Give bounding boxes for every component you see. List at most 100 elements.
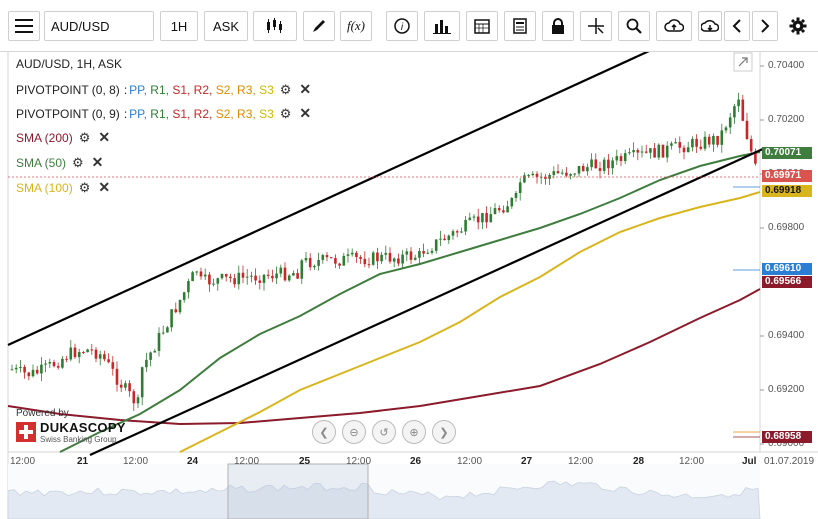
- close-icon[interactable]: ✕: [299, 81, 312, 97]
- pivot-levels: PP, R1, S1, R2, S2, R3, S3: [129, 83, 274, 97]
- volume-button[interactable]: [424, 11, 460, 41]
- chevron-left-icon: ❮: [319, 426, 329, 439]
- candle-body: [636, 150, 640, 153]
- chevron-right-icon: [761, 19, 770, 33]
- candle-body: [103, 354, 106, 360]
- time-tick-label: 21: [77, 456, 89, 467]
- calendar-button[interactable]: [466, 11, 498, 41]
- candle-body: [216, 278, 220, 284]
- scroll-right-button[interactable]: [752, 11, 778, 41]
- time-tick-label: 12:00: [679, 456, 705, 467]
- candle-body: [401, 254, 404, 264]
- close-icon[interactable]: ✕: [91, 154, 104, 170]
- pan-right-button[interactable]: ❯: [432, 420, 456, 444]
- candle-body: [665, 145, 669, 158]
- pan-left-button[interactable]: ❮: [312, 420, 336, 444]
- candle-body: [724, 127, 728, 131]
- sma-200-legend: SMA (200) ⚙ ✕: [16, 129, 110, 146]
- candle-body: [598, 168, 602, 171]
- candle-body: [187, 281, 190, 293]
- candle-body: [69, 347, 73, 360]
- scroll-left-button[interactable]: [724, 11, 750, 41]
- price-side-selector[interactable]: ASK: [204, 11, 248, 41]
- candle-body: [712, 135, 715, 145]
- candle-body: [317, 259, 320, 266]
- close-icon[interactable]: ✕: [98, 179, 111, 195]
- candle-body: [443, 238, 446, 241]
- candle-body: [590, 159, 593, 168]
- candle-body: [27, 372, 31, 377]
- gear-icon[interactable]: ⚙: [78, 129, 91, 145]
- candle-body: [682, 147, 686, 153]
- crosshair-button[interactable]: [580, 11, 612, 41]
- zoom-in-button[interactable]: ⊕: [402, 420, 426, 444]
- candlestick-icon: [267, 18, 282, 33]
- time-tick-label: 12:00: [234, 456, 260, 467]
- reset-icon: ↺: [379, 426, 389, 439]
- candle-body: [384, 252, 388, 255]
- candle-body: [464, 219, 467, 232]
- gear-icon[interactable]: ⚙: [279, 105, 292, 121]
- draw-button[interactable]: [303, 11, 335, 41]
- navigator-panel[interactable]: [7, 463, 761, 519]
- channel-upper-line[interactable]: [7, 52, 660, 346]
- chart-type-button[interactable]: [253, 11, 297, 41]
- candle-body: [502, 210, 505, 213]
- candle-body: [497, 208, 501, 211]
- pivot-level-s2: S2,: [215, 82, 238, 97]
- reset-zoom-button[interactable]: ↺: [372, 420, 396, 444]
- chevron-right-icon: ❯: [439, 426, 449, 439]
- price-chart[interactable]: [0, 52, 818, 519]
- save-cloud-button[interactable]: [656, 11, 692, 41]
- channel-lower-line[interactable]: [89, 146, 766, 457]
- candle-body: [52, 362, 56, 367]
- candle-body: [628, 152, 631, 154]
- candle-body: [565, 172, 568, 176]
- candle-body: [350, 252, 354, 255]
- candle-body: [287, 275, 291, 281]
- pivot-level-r3: R3,: [237, 82, 260, 97]
- candle-body: [523, 175, 526, 183]
- price-tick-label: 0.69400: [768, 330, 805, 341]
- settings-button[interactable]: [784, 11, 812, 41]
- expand-icon[interactable]: [733, 52, 753, 72]
- candle-body: [544, 176, 547, 179]
- pivot-level-s1: S1,: [172, 82, 194, 97]
- candle-body: [514, 192, 518, 198]
- candlestick-series: [10, 92, 757, 411]
- candle-body: [388, 252, 392, 262]
- navigator-window[interactable]: [227, 463, 369, 519]
- close-icon[interactable]: ✕: [299, 105, 312, 121]
- close-icon[interactable]: ✕: [98, 129, 111, 145]
- candle-body: [409, 251, 413, 260]
- chevron-left-icon: [732, 19, 741, 33]
- function-button[interactable]: f(x): [340, 11, 372, 41]
- gear-icon[interactable]: ⚙: [279, 81, 292, 97]
- lock-button[interactable]: [542, 11, 574, 41]
- candle-body: [649, 148, 652, 153]
- candle-body: [292, 273, 295, 276]
- candle-body: [615, 156, 619, 161]
- candle-body: [745, 120, 749, 140]
- menu-button[interactable]: [8, 11, 40, 41]
- candle-body: [346, 254, 350, 256]
- gear-icon[interactable]: ⚙: [72, 154, 84, 170]
- price-tag: 0.69918: [762, 185, 812, 197]
- gear-icon[interactable]: ⚙: [78, 179, 91, 195]
- candle-body: [342, 255, 346, 266]
- info-button[interactable]: i: [386, 11, 418, 41]
- symbol-selector[interactable]: AUD/USD: [44, 11, 154, 41]
- lock-icon: [552, 18, 564, 34]
- zoom-out-button[interactable]: ⊖: [342, 420, 366, 444]
- candle-body: [661, 144, 665, 158]
- candle-body: [107, 359, 110, 363]
- zoom-button[interactable]: [618, 11, 650, 41]
- candle-body: [359, 257, 362, 259]
- timeframe-selector[interactable]: 1H: [160, 11, 198, 41]
- chart-area[interactable]: AUD/USD, 1H, ASK PIVOTPOINT (0, 8) : PP,…: [0, 52, 818, 519]
- document-button[interactable]: [504, 11, 536, 41]
- candle-body: [392, 258, 396, 262]
- load-cloud-button[interactable]: [698, 11, 722, 41]
- brand-subtitle: Swiss Banking Group: [40, 435, 117, 444]
- candle-body: [489, 214, 493, 223]
